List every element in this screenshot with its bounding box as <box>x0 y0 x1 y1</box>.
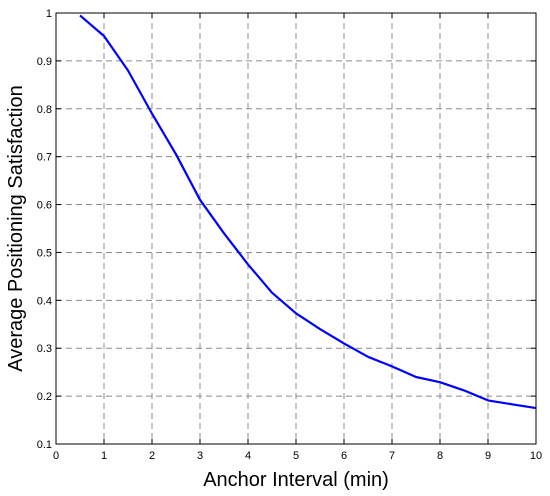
grid <box>56 13 536 444</box>
y-tick-label: 0.7 <box>37 152 52 164</box>
x-tick-label: 2 <box>149 450 155 462</box>
x-tick-label: 9 <box>485 450 491 462</box>
y-tick-label: 0.4 <box>37 295 52 307</box>
y-tick-label: 0.2 <box>37 391 52 403</box>
x-tick-label: 7 <box>389 450 395 462</box>
x-tick-labels: 0 1 2 3 4 5 6 7 8 9 10 <box>53 450 542 462</box>
series-line <box>79 14 537 410</box>
plot-frame <box>55 12 537 445</box>
x-tick-label: 6 <box>341 450 347 462</box>
x-tick-label: 5 <box>293 450 299 462</box>
x-tick-label: 0 <box>53 450 59 462</box>
series-group <box>79 14 537 410</box>
x-tick-label: 4 <box>245 450 251 462</box>
x-tick-label: 1 <box>101 450 107 462</box>
x-tick-label: 3 <box>197 450 203 462</box>
y-axis-title: Average Positioning Satisfaction <box>5 85 27 371</box>
y-tick-labels: 0.1 0.2 0.3 0.4 0.5 0.6 0.7 0.8 0.9 1 <box>37 8 52 451</box>
x-tick-label: 10 <box>530 450 542 462</box>
x-tick-label: 8 <box>437 450 443 462</box>
y-tick-label: 1 <box>46 8 52 20</box>
y-tick-label: 0.1 <box>37 439 52 451</box>
y-tick-label: 0.5 <box>37 247 52 259</box>
y-tick-label: 0.6 <box>37 200 52 212</box>
y-tick-label: 0.3 <box>37 343 52 355</box>
y-tick-label: 0.8 <box>37 104 52 116</box>
y-tick-label: 0.9 <box>37 56 52 68</box>
x-axis-title: Anchor Interval (min) <box>203 469 389 491</box>
